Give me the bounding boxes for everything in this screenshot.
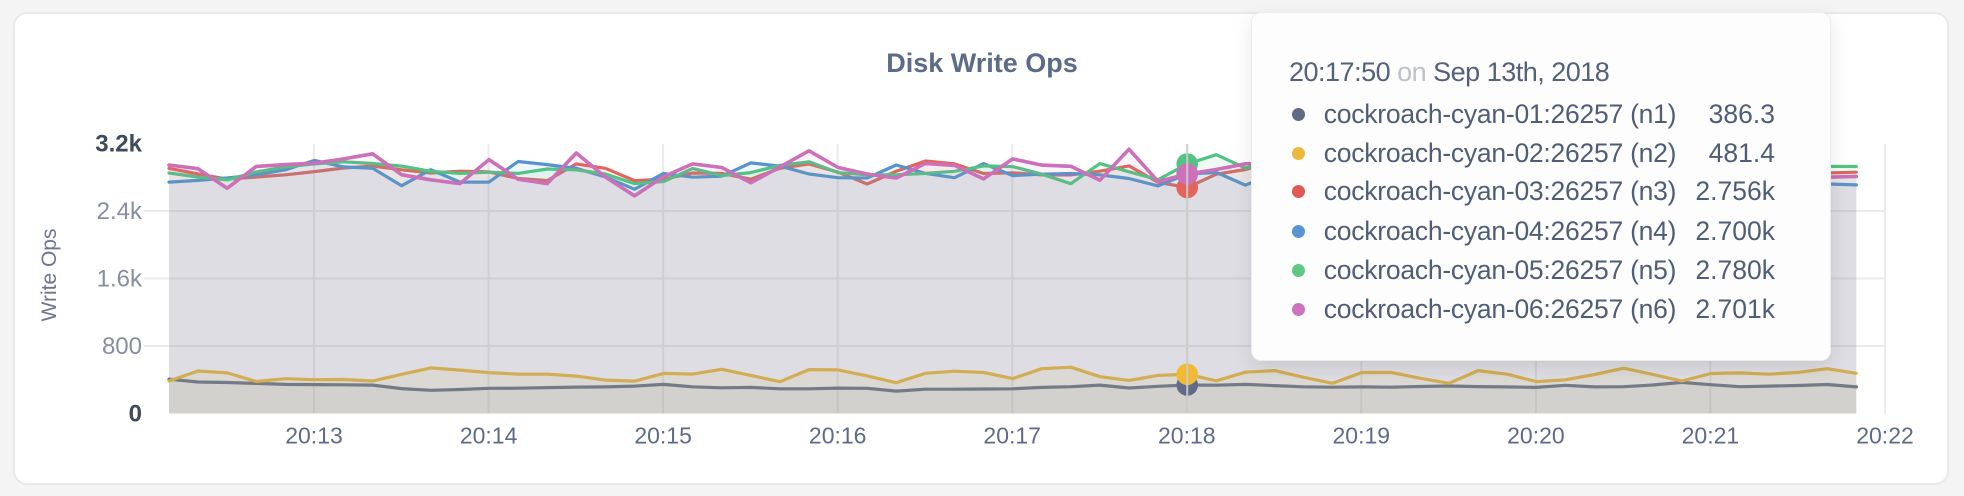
svg-text:Write Ops: Write Ops (38, 229, 61, 322)
svg-text:20:19: 20:19 (1333, 423, 1391, 449)
svg-text:20:20: 20:20 (1507, 423, 1565, 449)
svg-text:1.6k: 1.6k (97, 266, 143, 293)
svg-text:20:18: 20:18 (1158, 423, 1216, 449)
svg-text:20:17: 20:17 (983, 423, 1041, 449)
svg-text:800: 800 (102, 333, 142, 360)
svg-text:0: 0 (129, 401, 142, 428)
svg-text:2.4k: 2.4k (97, 198, 143, 225)
svg-text:20:15: 20:15 (634, 423, 692, 449)
svg-text:3.2k: 3.2k (95, 131, 142, 158)
svg-text:20:14: 20:14 (460, 423, 518, 449)
svg-text:20:16: 20:16 (809, 423, 867, 449)
svg-text:20:13: 20:13 (285, 423, 343, 449)
svg-text:20:21: 20:21 (1682, 423, 1740, 449)
svg-text:20:22: 20:22 (1856, 423, 1914, 449)
